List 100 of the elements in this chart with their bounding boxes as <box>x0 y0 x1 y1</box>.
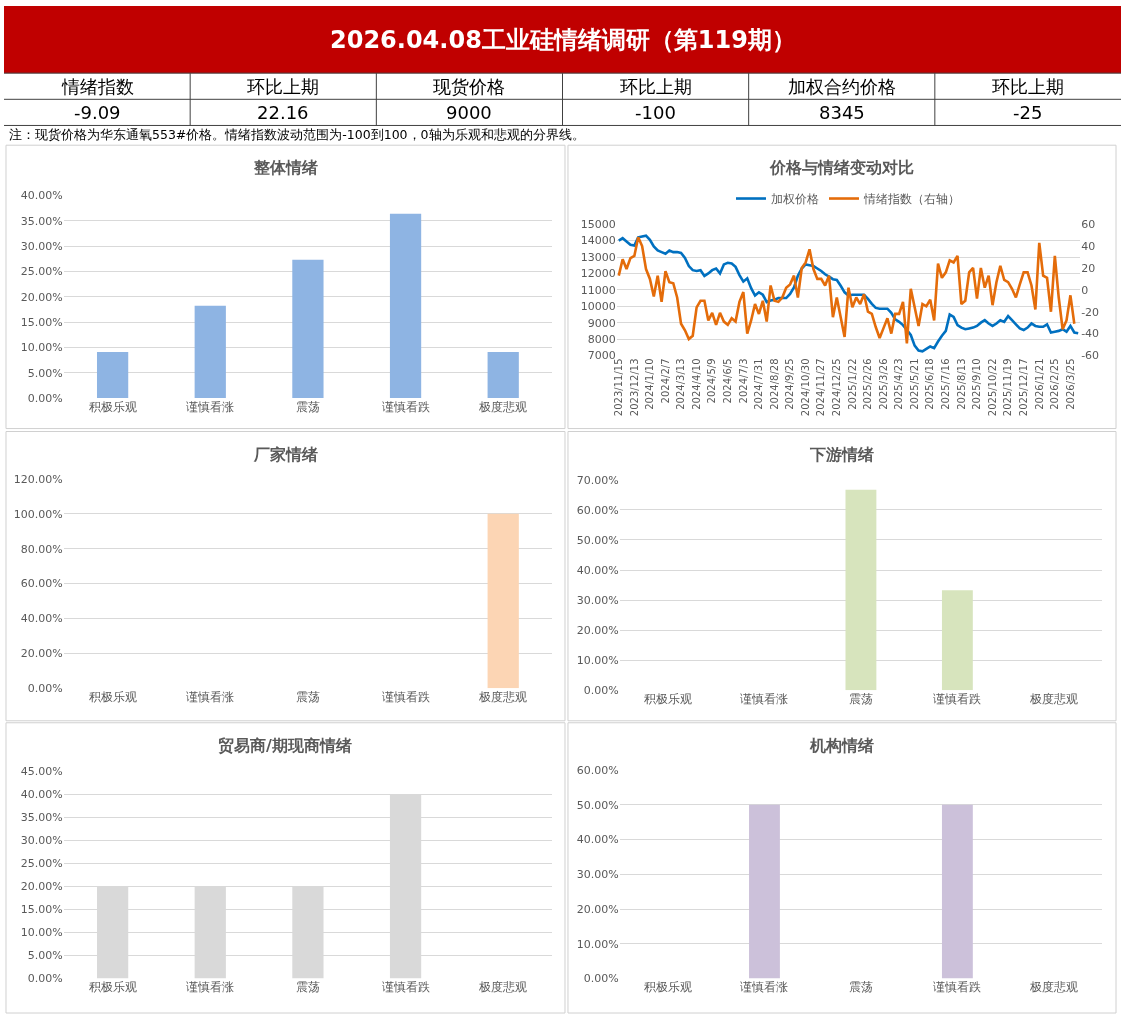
y-tick-label: 15.00% <box>20 903 63 917</box>
bar <box>487 351 519 398</box>
x-tick-label: 积极乐观 <box>644 692 693 707</box>
x-tick-label: 2024/7/31 <box>753 358 765 410</box>
legend-label: 情绪指数（右轴） <box>862 192 960 207</box>
y-tick-label: 0.00% <box>27 972 63 986</box>
y-tick-label: 35.00% <box>20 214 63 228</box>
y-tick-label: 30.00% <box>20 834 63 848</box>
y-tick-label: 60.00% <box>576 764 619 777</box>
x-tick-label: 谨慎看涨 <box>740 980 789 995</box>
x-tick-label: 2025/11/19 <box>1002 358 1014 417</box>
chart-title: 贸易商/期现商情绪 <box>218 736 352 755</box>
x-tick-label: 2024/2/7 <box>659 358 671 404</box>
x-tick-label: 积极乐观 <box>88 980 137 995</box>
x-tick-label: 2026/2/25 <box>1049 358 1061 410</box>
y-tick-label: 40.00% <box>576 833 619 847</box>
x-tick-label: 2025/1/22 <box>846 358 858 410</box>
y-tick-label: 25.00% <box>20 265 63 279</box>
y-tick-label: 10.00% <box>576 653 619 667</box>
x-tick-label: 2024/5/9 <box>706 358 718 404</box>
bar <box>96 351 129 398</box>
data-label: 8345 <box>819 102 865 123</box>
y-tick-label: 45.00% <box>20 764 63 778</box>
chart-title: 机构情绪 <box>809 736 874 755</box>
y-tick-label: 20.00% <box>576 623 619 637</box>
x-tick-label: 2023/12/13 <box>628 358 640 417</box>
y2-tick-label: 20 <box>1081 261 1096 275</box>
chart-title: 价格与情绪变动对比 <box>769 158 914 177</box>
x-tick-label: 积极乐观 <box>88 690 137 705</box>
bar <box>389 213 422 398</box>
x-tick-label: 谨慎看跌 <box>933 692 982 707</box>
y-tick-label: 15000 <box>580 218 616 232</box>
y-tick-label: 50.00% <box>576 798 619 812</box>
y-tick-label: 40.00% <box>20 189 63 203</box>
text: 2026.04.08工业硅情绪调研（第119期） <box>330 26 796 54</box>
x-tick-label: 谨慎看跌 <box>381 980 430 995</box>
y-tick-label: 60.00% <box>20 577 63 591</box>
x-tick-label: 2025/7/16 <box>940 358 952 410</box>
category-label: 现货价格 <box>433 76 505 97</box>
y-tick-label: 10.00% <box>20 341 63 355</box>
y-tick-label: 35.00% <box>20 811 63 825</box>
y-tick-label: 5.00% <box>27 949 63 963</box>
bar <box>194 305 226 398</box>
x-tick-label: 2025/3/26 <box>877 358 889 410</box>
x-tick-label: 2024/1/10 <box>644 358 656 410</box>
y-tick-label: 40.00% <box>576 563 619 577</box>
y-tick-label: 30.00% <box>576 593 619 607</box>
y2-tick-label: -20 <box>1081 305 1100 319</box>
x-tick-label: 谨慎看涨 <box>186 399 235 414</box>
x-tick-label: 谨慎看涨 <box>186 690 235 705</box>
y2-tick-label: 0 <box>1081 283 1089 297</box>
data-label: -100 <box>635 102 676 123</box>
x-tick-label: 积极乐观 <box>644 980 693 995</box>
x-tick-label: 2024/8/28 <box>768 358 780 410</box>
y-tick-label: 20.00% <box>576 902 619 916</box>
x-tick-label: 谨慎看跌 <box>381 399 430 414</box>
x-tick-label: 2024/9/25 <box>784 358 796 410</box>
legend-label: 加权价格 <box>770 192 819 207</box>
y-tick-label: 20.00% <box>20 647 63 661</box>
x-tick-label: 2024/12/25 <box>831 358 843 417</box>
y-tick-label: 40.00% <box>20 612 63 626</box>
x-tick-label: 2024/10/30 <box>799 358 811 417</box>
x-tick-label: 震荡 <box>848 980 873 995</box>
y-tick-label: 10000 <box>580 300 616 314</box>
y2-tick-label: 60 <box>1081 218 1096 232</box>
x-tick-label: 极度悲观 <box>1028 980 1078 995</box>
chart-title: 整体情绪 <box>253 158 318 177</box>
y-tick-label: 60.00% <box>576 503 619 517</box>
x-tick-label: 震荡 <box>848 692 873 707</box>
y-tick-label: 0.00% <box>27 391 63 405</box>
data-label: 9000 <box>446 102 492 123</box>
category-label: 环比上期 <box>620 76 692 97</box>
x-tick-label: 2025/10/22 <box>986 358 998 417</box>
y-tick-label: 25.00% <box>20 857 63 871</box>
chart-title: 下游情绪 <box>809 445 874 464</box>
x-tick-label: 2024/11/27 <box>815 358 827 417</box>
y-tick-label: 7000 <box>587 349 616 363</box>
y-tick-label: 0.00% <box>583 684 619 698</box>
x-tick-label: 2026/3/25 <box>1064 358 1076 410</box>
x-tick-label: 2026/1/21 <box>1033 358 1045 410</box>
y-tick-label: 12000 <box>580 267 616 281</box>
x-tick-label: 极度悲观 <box>478 399 528 414</box>
y-tick-label: 10.00% <box>576 937 619 951</box>
y-tick-label: 20.00% <box>20 290 63 304</box>
y-tick-label: 0.00% <box>583 972 619 986</box>
chart-title: 厂家情绪 <box>253 445 318 464</box>
text: 注：现货价格为华东通氧553#价格。情绪指数波动范围为-100到100，0轴为乐观和悲观的分界线。 <box>9 127 585 142</box>
y-tick-label: 100.00% <box>13 507 63 521</box>
x-tick-label: 2025/9/10 <box>971 358 983 410</box>
y2-tick-label: -60 <box>1081 349 1100 363</box>
y-tick-label: 20.00% <box>20 880 63 894</box>
category-label: 环比上期 <box>247 76 319 97</box>
data-label: -9.09 <box>74 102 121 123</box>
x-tick-label: 2025/6/18 <box>924 358 936 410</box>
x-tick-label: 2025/4/23 <box>893 358 905 410</box>
category-label: 加权合约价格 <box>788 76 896 97</box>
y-tick-label: 70.00% <box>576 473 619 487</box>
x-tick-label: 2024/6/5 <box>722 358 734 404</box>
x-tick-label: 谨慎看涨 <box>186 980 235 995</box>
y-tick-label: 13000 <box>580 250 616 264</box>
